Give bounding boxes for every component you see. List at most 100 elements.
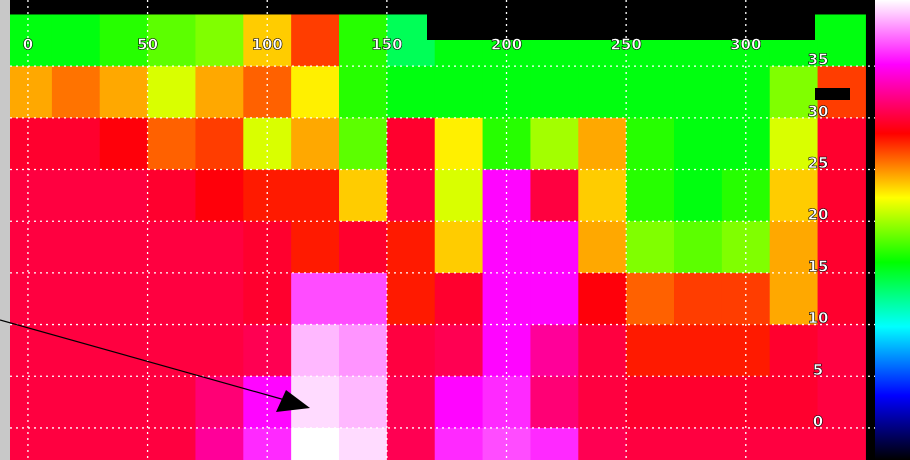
heatmap-cell bbox=[530, 376, 579, 429]
heatmap-cell bbox=[51, 272, 101, 326]
heatmap-cell bbox=[769, 427, 819, 460]
heatmap-cell bbox=[434, 66, 484, 119]
heatmap-cell bbox=[99, 66, 149, 119]
x-tick-label: 100 bbox=[252, 36, 283, 54]
heatmap-cell bbox=[434, 427, 484, 460]
heatmap-cell bbox=[721, 169, 771, 222]
heatmap-cell bbox=[243, 272, 292, 326]
heatmap-cell bbox=[578, 376, 627, 429]
heatmap-cell bbox=[51, 169, 101, 222]
heatmap-cell bbox=[769, 324, 819, 377]
heatmap-cell bbox=[99, 221, 149, 274]
x-tick-label: 150 bbox=[371, 36, 402, 54]
heatmap-cell bbox=[195, 14, 244, 67]
heatmap-cell bbox=[99, 324, 149, 377]
heatmap-cell bbox=[99, 14, 149, 67]
heatmap-cell bbox=[434, 272, 484, 326]
heatmap-cell bbox=[769, 221, 819, 274]
heatmap-cell bbox=[626, 376, 675, 429]
heatmap-cell bbox=[626, 427, 675, 460]
heatmap-cell bbox=[674, 221, 723, 274]
heatmap-cell bbox=[243, 169, 292, 222]
heatmap-cell bbox=[291, 14, 340, 67]
heatmap-cell bbox=[195, 272, 244, 326]
x-tick-label: 300 bbox=[730, 36, 761, 54]
heatmap-cell bbox=[195, 324, 244, 377]
heatmap-cell bbox=[578, 66, 627, 119]
heatmap-cell bbox=[291, 272, 340, 326]
heatmap-cell bbox=[626, 272, 675, 326]
heatmap-cell bbox=[51, 117, 101, 171]
heatmap-cell bbox=[578, 169, 627, 222]
heatmap-cell bbox=[674, 427, 723, 460]
heatmap-cell bbox=[626, 117, 675, 171]
heatmap-cell bbox=[769, 169, 819, 222]
heatmap-cell bbox=[674, 376, 723, 429]
axes: 0 50 100 150 200 250 300 0 5 10 15 20 25 30 35 bbox=[10, 0, 875, 460]
heatmap-cell bbox=[530, 272, 579, 326]
heatmap-cell bbox=[817, 376, 866, 429]
heatmap-cell bbox=[578, 117, 627, 171]
heatmap-cell bbox=[147, 272, 196, 326]
heatmap-cell bbox=[291, 117, 340, 171]
heatmap-cell bbox=[51, 427, 101, 460]
heatmap-cell bbox=[386, 117, 436, 171]
heatmap-cell bbox=[626, 221, 675, 274]
heatmap-cell bbox=[10, 221, 53, 274]
heatmap-cell bbox=[482, 169, 531, 222]
heatmap-cell bbox=[291, 324, 340, 377]
heatmap-cell bbox=[243, 324, 292, 377]
heatmap-cell bbox=[769, 117, 819, 171]
heatmap-cell bbox=[674, 324, 723, 377]
heatmap-cell bbox=[578, 272, 627, 326]
heatmap-cell bbox=[339, 376, 388, 429]
heatmap-cell bbox=[51, 221, 101, 274]
heatmap-cell bbox=[10, 376, 53, 429]
heatmap-cell bbox=[147, 66, 196, 119]
heatmap-cell bbox=[530, 66, 579, 119]
y-tick-label: 25 bbox=[808, 154, 829, 172]
heatmap-cell bbox=[147, 427, 196, 460]
heatmap-cell bbox=[10, 117, 53, 171]
heatmap-cell bbox=[817, 427, 866, 460]
heatmap-cell bbox=[10, 66, 53, 119]
heatmap-cell bbox=[10, 14, 53, 67]
heatmap-cell bbox=[386, 324, 436, 377]
heatmap-cell bbox=[769, 66, 819, 119]
heatmap-cell bbox=[147, 169, 196, 222]
left-strip bbox=[0, 0, 10, 460]
heatmap-cell bbox=[482, 272, 531, 326]
heatmap-cell bbox=[10, 272, 53, 326]
mask-box bbox=[815, 88, 850, 100]
heatmap-cell bbox=[674, 272, 723, 326]
heatmap-cell bbox=[434, 117, 484, 171]
heatmap-cell bbox=[10, 169, 53, 222]
x-tick-label: 200 bbox=[491, 36, 522, 54]
heatmap-cell bbox=[339, 169, 388, 222]
heatmap-cell bbox=[530, 117, 579, 171]
heatmap-cell bbox=[578, 324, 627, 377]
heatmap-cell bbox=[99, 272, 149, 326]
heatmap-cell bbox=[721, 272, 771, 326]
heatmap-cell bbox=[339, 66, 388, 119]
y-tick-label: 35 bbox=[808, 51, 829, 69]
heatmap-cell bbox=[51, 14, 101, 67]
mask-box bbox=[427, 0, 815, 40]
heatmap-cell bbox=[147, 376, 196, 429]
heatmap-cell bbox=[147, 324, 196, 377]
x-tick-label: 250 bbox=[610, 36, 641, 54]
heatmap-cell bbox=[674, 169, 723, 222]
heatmap-cell bbox=[386, 272, 436, 326]
heatmap-cell bbox=[386, 169, 436, 222]
colorbar bbox=[875, 0, 910, 460]
heatmap-cell bbox=[147, 117, 196, 171]
heatmap-cell bbox=[339, 117, 388, 171]
heatmap-cell bbox=[434, 169, 484, 222]
y-tick-label: 0 bbox=[813, 412, 823, 430]
y-tick-label: 5 bbox=[813, 361, 823, 379]
heatmap-cell bbox=[817, 14, 866, 67]
heatmap-cell bbox=[817, 169, 866, 222]
heatmap-cell bbox=[195, 427, 244, 460]
heatmap-cell bbox=[482, 324, 531, 377]
